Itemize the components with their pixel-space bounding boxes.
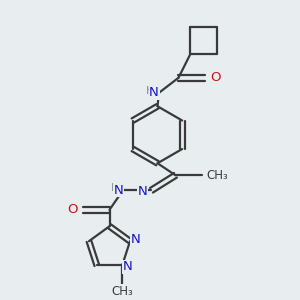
Text: N: N — [149, 86, 159, 99]
Text: N: N — [138, 185, 147, 198]
Text: N: N — [113, 184, 123, 197]
Text: O: O — [67, 203, 77, 216]
Text: CH₃: CH₃ — [111, 285, 133, 298]
Text: O: O — [211, 71, 221, 84]
Text: CH₃: CH₃ — [207, 169, 228, 182]
Text: H: H — [111, 183, 120, 193]
Text: N: N — [130, 233, 140, 246]
Text: H: H — [146, 86, 154, 96]
Text: N: N — [123, 260, 133, 273]
